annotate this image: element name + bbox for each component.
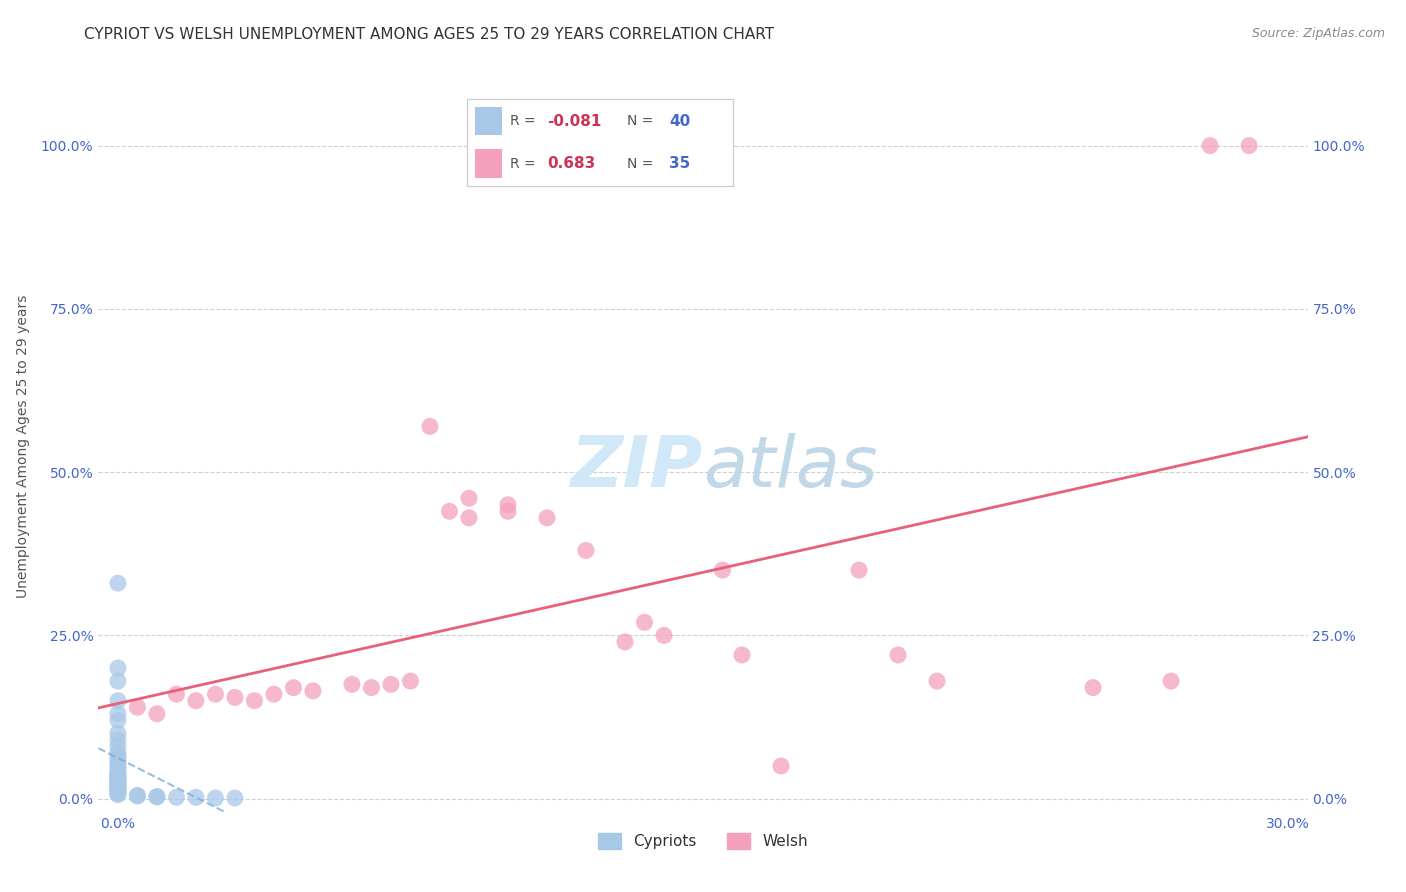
Text: Source: ZipAtlas.com: Source: ZipAtlas.com xyxy=(1251,27,1385,40)
Point xyxy=(107,780,129,794)
Point xyxy=(107,576,129,591)
Point xyxy=(107,782,129,797)
Point xyxy=(127,789,149,803)
Point xyxy=(107,765,129,780)
Point xyxy=(127,700,149,714)
Point xyxy=(731,648,754,662)
Point xyxy=(496,498,519,512)
Point xyxy=(107,726,129,740)
Y-axis label: Unemployment Among Ages 25 to 29 years: Unemployment Among Ages 25 to 29 years xyxy=(15,294,30,598)
Point xyxy=(536,511,558,525)
Point xyxy=(107,756,129,770)
Point xyxy=(107,762,129,776)
Point xyxy=(107,752,129,766)
Point xyxy=(107,773,129,788)
Point xyxy=(165,687,187,701)
Point xyxy=(1160,674,1182,689)
Point xyxy=(925,674,948,689)
Point xyxy=(224,791,246,805)
Point xyxy=(107,769,129,783)
Point xyxy=(224,690,246,705)
Point xyxy=(107,661,129,675)
Point xyxy=(633,615,655,630)
Point xyxy=(848,563,870,577)
Point xyxy=(575,543,598,558)
Point xyxy=(127,789,149,803)
Point xyxy=(340,677,363,691)
Point xyxy=(263,687,285,701)
Point xyxy=(107,788,129,802)
Point xyxy=(107,706,129,721)
Point xyxy=(1237,138,1260,153)
Point xyxy=(146,789,169,804)
Text: ZIP: ZIP xyxy=(571,434,703,502)
Point xyxy=(107,776,129,790)
Point xyxy=(107,694,129,708)
Point xyxy=(380,677,402,691)
Text: CYPRIOT VS WELSH UNEMPLOYMENT AMONG AGES 25 TO 29 YEARS CORRELATION CHART: CYPRIOT VS WELSH UNEMPLOYMENT AMONG AGES… xyxy=(84,27,775,42)
Point xyxy=(107,674,129,689)
Point xyxy=(107,749,129,764)
Point xyxy=(1081,681,1104,695)
Point xyxy=(769,759,792,773)
Point xyxy=(146,789,169,804)
Point xyxy=(107,774,129,789)
Point xyxy=(204,687,226,701)
Point xyxy=(184,694,207,708)
Point xyxy=(283,681,305,695)
Point xyxy=(107,767,129,781)
Point xyxy=(243,694,266,708)
Point xyxy=(107,781,129,796)
Point xyxy=(107,787,129,801)
Point xyxy=(107,777,129,791)
Point xyxy=(107,772,129,786)
Point xyxy=(107,739,129,754)
Point xyxy=(107,732,129,747)
Point xyxy=(107,784,129,798)
Point xyxy=(399,674,422,689)
Point xyxy=(107,771,129,785)
Point xyxy=(887,648,910,662)
Point xyxy=(458,511,481,525)
Point xyxy=(107,759,129,773)
Point xyxy=(107,746,129,760)
Point xyxy=(360,681,382,695)
Point xyxy=(184,790,207,805)
Point xyxy=(439,504,461,518)
Point xyxy=(614,635,637,649)
Point xyxy=(302,684,325,698)
Point xyxy=(107,779,129,793)
Point xyxy=(419,419,441,434)
Point xyxy=(165,790,187,805)
Point xyxy=(711,563,734,577)
Point xyxy=(146,706,169,721)
Point xyxy=(496,504,519,518)
Point xyxy=(1199,138,1222,153)
Point xyxy=(458,491,481,506)
Point xyxy=(107,714,129,728)
Point xyxy=(652,628,675,642)
Text: atlas: atlas xyxy=(703,434,877,502)
Legend: Cypriots, Welsh: Cypriots, Welsh xyxy=(592,827,814,855)
Point xyxy=(107,785,129,799)
Point xyxy=(204,791,226,805)
